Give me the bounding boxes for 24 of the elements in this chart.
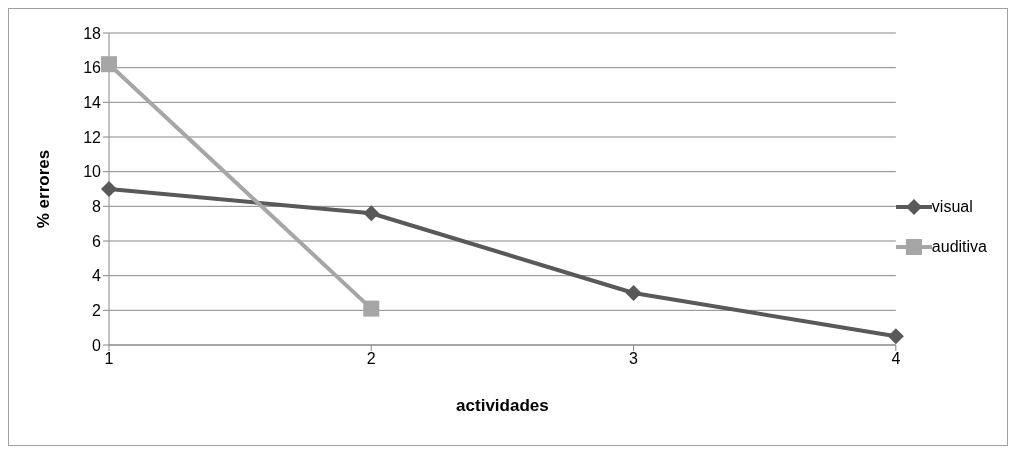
y-tick-label: 10: [83, 163, 102, 181]
y-tick-label: 16: [83, 59, 102, 77]
y-tick-label: 14: [83, 94, 102, 112]
x-tick-label: 3: [629, 350, 639, 368]
x-tick-label: 2: [366, 350, 376, 368]
point: [363, 300, 380, 317]
y-tick-label: 8: [92, 198, 102, 216]
x-axis-title: actividades: [456, 396, 549, 415]
y-tick-label: 18: [83, 24, 102, 42]
point: [101, 181, 117, 197]
x-tick-label: 4: [891, 350, 901, 368]
y-tick-label: 4: [92, 267, 102, 285]
y-tick-label: 12: [83, 128, 102, 146]
y-tick-label: 6: [92, 232, 102, 250]
y-tick-label: 2: [92, 302, 102, 320]
point: [625, 285, 642, 301]
legend-label: auditiva: [931, 238, 987, 256]
point: [887, 328, 904, 345]
point: [101, 56, 117, 73]
legend-label: visual: [931, 198, 973, 216]
y-axis-title: % errores: [34, 149, 54, 229]
y-tick-label: 0: [92, 336, 102, 354]
x-tick-label: 1: [104, 350, 114, 368]
point: [363, 205, 380, 222]
